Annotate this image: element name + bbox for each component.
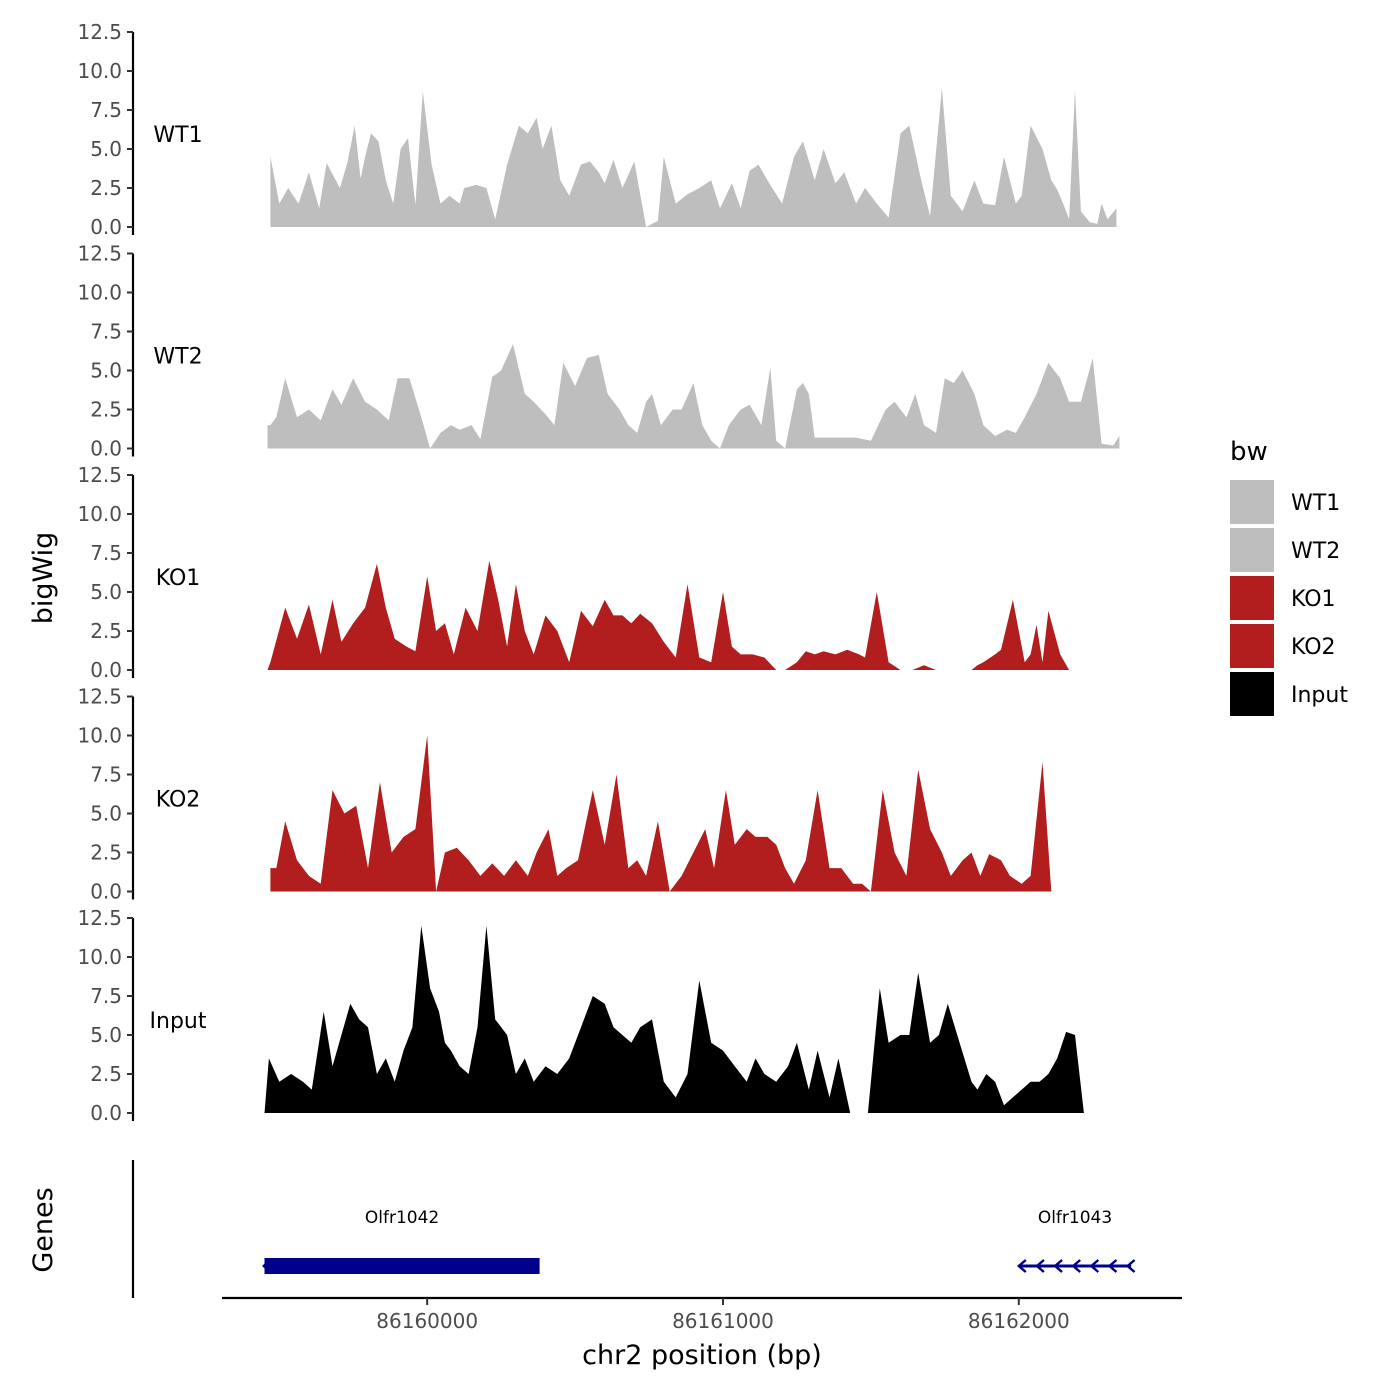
strand-arrow	[1016, 1259, 1027, 1273]
legend-swatch-input	[1230, 672, 1274, 716]
area-wt2	[267, 344, 1120, 449]
y-tick-label: 7.5	[90, 763, 122, 787]
y-tick-label: 5.0	[90, 1023, 122, 1047]
y-axis-title: bigWig	[28, 532, 59, 625]
strand-arrow	[262, 1260, 270, 1272]
y-tick-label: 7.5	[90, 541, 122, 565]
y-tick-label: 12.5	[77, 906, 122, 930]
y-tick-label: 2.5	[90, 619, 122, 643]
x-tick-label: 86160000	[376, 1309, 478, 1333]
area-input	[264, 925, 1120, 1113]
y-tick-label: 0.0	[90, 1101, 122, 1125]
legend-label-ko1: KO1	[1291, 587, 1336, 612]
track-ko2: 0.0 2.5 5.0 7.5 10.0 12.5 KO2	[77, 685, 1123, 904]
y-tick-label: 2.5	[90, 398, 122, 422]
y-tick-label: 10.0	[77, 59, 122, 83]
area-ko2	[270, 735, 1123, 892]
x-axis: 86160000 86161000 86162000	[222, 1296, 1182, 1333]
y-tick-label: 2.5	[90, 176, 122, 200]
area-ko1	[267, 560, 1120, 670]
x-axis-title: chr2 position (bp)	[582, 1340, 822, 1371]
track-input: 0.0 2.5 5.0 7.5 10.0 12.5 Input	[77, 906, 1120, 1125]
gene-track: Olfr1042 Olfr1043	[131, 1160, 1136, 1298]
x-tick-label: 86161000	[672, 1309, 774, 1333]
strand-arrow	[1089, 1259, 1100, 1273]
y-tick-label: 10.0	[77, 502, 122, 526]
y-tick-label: 2.5	[90, 841, 122, 865]
bigwig-tracks: 0.0 2.5 5.0 7.5 10.0 12.5 WT1 0.0 2.5 5.0 7.5 10.0 1…	[77, 20, 1123, 1125]
y-tick-label: 5.0	[90, 802, 122, 826]
y-tick-label: 12.5	[77, 20, 122, 44]
genes-axis-title: Genes	[28, 1187, 59, 1272]
y-tick-label: 5.0	[90, 580, 122, 604]
strand-arrow	[1053, 1259, 1063, 1273]
track-label: WT2	[153, 345, 202, 370]
track-wt1: 0.0 2.5 5.0 7.5 10.0 12.5 WT1	[77, 20, 1117, 239]
y-tick-label: 10.0	[77, 945, 122, 969]
legend-label-wt2: WT2	[1291, 539, 1340, 564]
y-tick-label: 0.0	[90, 880, 122, 904]
track-label: Input	[150, 1009, 207, 1034]
gene-olfr1043: Olfr1043	[1016, 1208, 1136, 1273]
legend-label-wt1: WT1	[1291, 491, 1340, 516]
gene-body	[264, 1258, 540, 1274]
track-ko1: 0.0 2.5 5.0 7.5 10.0 12.5 KO1	[77, 463, 1120, 682]
y-tick-label: 12.5	[77, 463, 122, 487]
y-tick-label: 7.5	[90, 320, 122, 344]
y-tick-label: 10.0	[77, 724, 122, 748]
y-tick-label: 5.0	[90, 137, 122, 161]
legend-swatch-wt1	[1230, 480, 1274, 524]
legend-swatch-ko1	[1230, 576, 1274, 620]
y-tick-label: 10.0	[77, 281, 122, 305]
area-wt1	[270, 88, 1117, 227]
y-tick-label: 0.0	[90, 658, 122, 682]
y-tick-label: 5.0	[90, 359, 122, 383]
gene-label: Olfr1043	[1038, 1208, 1112, 1228]
y-tick-label: 0.0	[90, 437, 122, 461]
y-tick-label: 7.5	[90, 984, 122, 1008]
legend-title: bw	[1230, 437, 1268, 467]
gene-olfr1042: Olfr1042	[262, 1208, 540, 1274]
strand-arrow	[1125, 1259, 1136, 1273]
track-label: WT1	[153, 123, 202, 148]
x-tick-label: 86162000	[968, 1309, 1070, 1333]
y-tick-label: 2.5	[90, 1062, 122, 1086]
legend-label-input: Input	[1291, 683, 1348, 708]
track-wt2: 0.0 2.5 5.0 7.5 10.0 12.5 WT2	[77, 242, 1120, 461]
y-tick-label: 12.5	[77, 242, 122, 266]
legend: bw WT1 WT2 KO1 KO2 Input	[1230, 437, 1348, 716]
gene-label: Olfr1042	[365, 1208, 439, 1228]
strand-arrow	[1107, 1259, 1118, 1273]
y-tick-label: 12.5	[77, 685, 122, 709]
track-label: KO2	[156, 788, 201, 813]
y-tick-label: 0.0	[90, 215, 122, 239]
legend-swatch-wt2	[1230, 528, 1274, 572]
strand-arrow	[1035, 1259, 1045, 1273]
y-tick-label: 7.5	[90, 98, 122, 122]
strand-arrow	[1071, 1259, 1081, 1273]
legend-swatch-ko2	[1230, 624, 1274, 668]
track-label: KO1	[156, 566, 201, 591]
legend-label-ko2: KO2	[1291, 635, 1336, 660]
